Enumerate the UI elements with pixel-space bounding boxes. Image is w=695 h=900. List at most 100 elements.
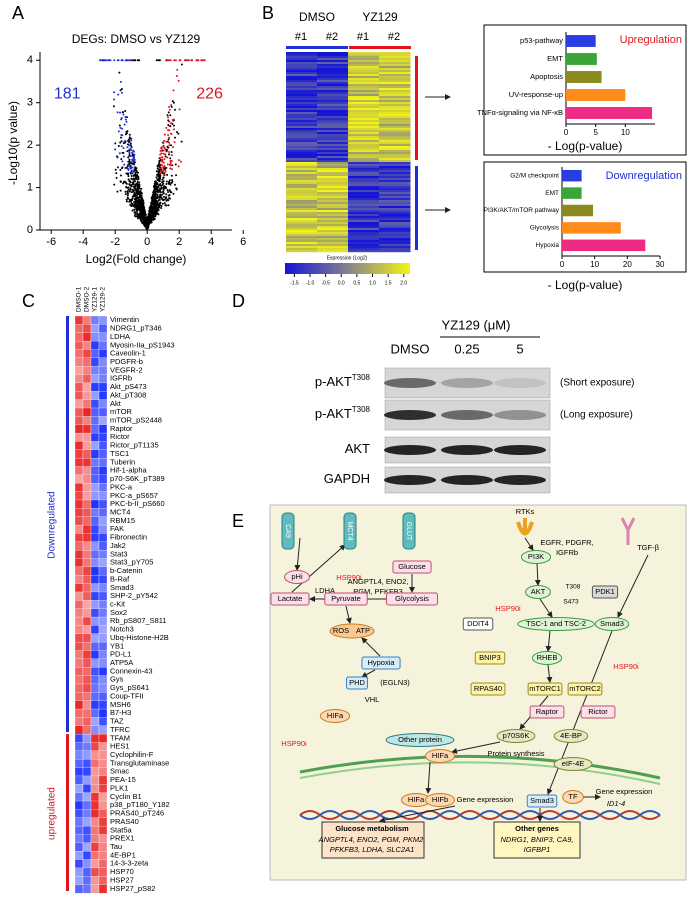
volcano-point: [133, 177, 136, 180]
heatmap-cell: [74, 315, 84, 325]
volcano-point: [130, 204, 133, 207]
volcano-point: [157, 206, 160, 209]
chart-frame: [483, 161, 687, 273]
volcano-point: [141, 221, 144, 224]
node-shape: [270, 592, 310, 606]
heatmap-cell: [90, 717, 100, 727]
volcano-point: [130, 175, 133, 178]
heatmap-cell: [90, 817, 100, 827]
heatmap-cell: [82, 867, 92, 877]
heatmap-cell: [98, 842, 108, 852]
volcano-point: [162, 145, 165, 148]
row-label: ATP5A: [110, 658, 133, 667]
heatmap-cell: [90, 583, 100, 593]
heatmap-cell: [286, 64, 318, 67]
volcano-point: [150, 219, 153, 222]
heatmap-cell: [317, 236, 349, 239]
heatmap-cell: [379, 80, 411, 83]
volcano-point: [132, 150, 135, 153]
heatmap-cell: [348, 186, 380, 189]
node-label: Gene expression: [457, 795, 514, 804]
panel-label: A: [12, 3, 24, 23]
heatmap-cell: [90, 667, 100, 677]
heatmap-cell: [74, 424, 84, 434]
heatmap-cell: [74, 600, 84, 610]
node-label: (EGLN3): [380, 678, 410, 687]
node-label: ROS: [333, 626, 349, 635]
heatmap-cell: [379, 146, 411, 149]
heatmap-cell: [90, 725, 100, 735]
heatmap-cell: [348, 88, 380, 91]
heatmap-cell: [348, 172, 380, 175]
heatmap-cell: [348, 174, 380, 177]
heatmap-cell: [98, 650, 108, 660]
heatmap-cell: [98, 424, 108, 434]
heatmap-cell: [98, 825, 108, 835]
heatmap-cell: [98, 658, 108, 668]
volcano-point: [128, 158, 131, 161]
volcano-point: [133, 214, 136, 217]
heatmap-cell: [379, 232, 411, 235]
heatmap-cell: [82, 357, 92, 367]
heatmap-cell: [90, 491, 100, 501]
heatmap-cell: [74, 784, 84, 794]
heatmap-cell: [286, 220, 318, 223]
heatmap-cell: [74, 708, 84, 718]
heatmap-cell: [286, 58, 318, 61]
volcano-point: [153, 193, 156, 196]
heatmap-cell: [348, 112, 380, 115]
volcano-point: [167, 204, 170, 207]
heatmap-cell: [317, 228, 349, 231]
heatmap-cell: [379, 102, 411, 105]
cluster-bar: [415, 166, 418, 250]
volcano-point: [131, 160, 134, 163]
volcano-point: [168, 108, 171, 111]
heatmap-cell: [379, 98, 411, 101]
heatmap-cell: [286, 182, 318, 185]
heatmap-cell: [348, 82, 380, 85]
heatmap-cell: [90, 516, 100, 526]
volcano-point: [120, 91, 123, 94]
heatmap-cell: [74, 466, 84, 476]
heatmap-cell: [317, 104, 349, 107]
heatmap-cell: [74, 416, 84, 426]
x-tick-label: -6: [46, 236, 56, 248]
heatmap-cell: [82, 683, 92, 693]
node-shape: [386, 592, 438, 606]
volcano-point: [159, 172, 162, 175]
row-label: Caveolin-1: [110, 349, 146, 358]
heatmap-cell: [348, 206, 380, 209]
volcano-point: [126, 190, 129, 193]
heatmap-cell: [90, 424, 100, 434]
arrow: [294, 537, 301, 571]
volcano-point: [172, 101, 175, 104]
heatmap-cell: [317, 102, 349, 105]
heatmap-cell: [379, 194, 411, 197]
heatmap-cell: [98, 340, 108, 350]
heatmap-cell: [317, 126, 349, 129]
volcano-point: [163, 185, 166, 188]
volcano-point: [139, 209, 142, 212]
heatmap-cell: [317, 138, 349, 141]
volcano-point: [125, 186, 128, 189]
heatmap-cell: [348, 188, 380, 191]
heatmap-cell: [82, 616, 92, 626]
heatmap-cell: [82, 416, 92, 426]
heatmap-cell: [379, 216, 411, 219]
volcano-point: [160, 207, 163, 210]
group-bar: [66, 734, 69, 891]
heatmap-cell: [317, 196, 349, 199]
volcano-point: [158, 177, 161, 180]
arrow: [361, 637, 381, 657]
heatmap-cell: [348, 180, 380, 183]
node-shape: [594, 617, 630, 631]
heatmap-cell: [379, 106, 411, 109]
x-tick-label: 0: [560, 260, 565, 269]
heatmap-cell: [379, 100, 411, 103]
row-label: FAK: [110, 524, 124, 533]
heatmap-cell: [82, 859, 92, 869]
volcano-point: [165, 126, 168, 129]
row-label: MSH6: [110, 700, 131, 709]
heatmap-cell: [90, 533, 100, 543]
heatmap-cell: [348, 92, 380, 95]
